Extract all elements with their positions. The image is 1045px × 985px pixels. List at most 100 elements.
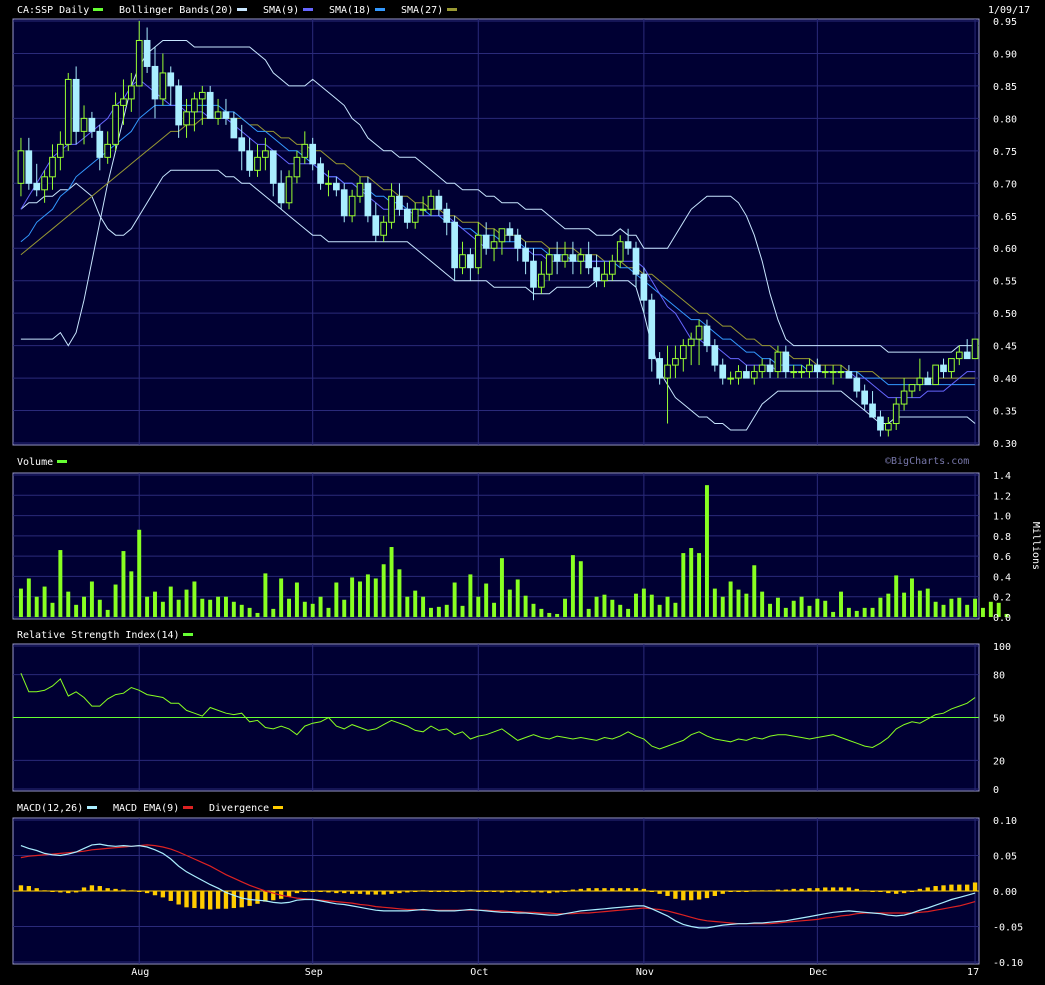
divergence-bar [625, 888, 631, 891]
divergence-bar [73, 891, 79, 893]
candle-body [711, 345, 719, 366]
volume-bar [752, 565, 757, 617]
candle-body [222, 111, 230, 119]
divergence-bar [783, 889, 788, 891]
volume-bar [594, 596, 599, 617]
divergence-bar [318, 891, 323, 892]
candle-body [758, 364, 766, 373]
volume-bar [831, 611, 836, 617]
volume-bar [342, 599, 347, 617]
divergence-bar [554, 891, 560, 893]
volume-bar [263, 573, 268, 617]
volume-bar [649, 594, 654, 617]
candle-body [356, 182, 364, 197]
candle-body [88, 117, 96, 132]
volume-bar [902, 592, 907, 617]
volume-bar [515, 579, 520, 617]
panel-price [12, 18, 980, 446]
volume-bar [66, 591, 71, 617]
volume-bar [247, 607, 252, 617]
volume-bar [539, 608, 544, 617]
xtick-label: 17 [967, 967, 979, 978]
volume-bar [389, 547, 394, 617]
volume-bar [854, 610, 859, 617]
divergence-bar [562, 891, 568, 892]
volume-bar [279, 578, 284, 617]
candle-body [396, 195, 403, 210]
candle-body [932, 364, 939, 386]
volume-bar [334, 582, 339, 617]
divergence-bar [381, 891, 386, 895]
divergence-bar [357, 891, 363, 894]
xtick-label: Sep [305, 967, 323, 978]
divergence-bar [965, 884, 970, 891]
ytick-label-volume: 0.4 [993, 572, 1011, 583]
candle-body [498, 228, 506, 243]
volume-bar [957, 597, 962, 617]
divergence-bar [704, 891, 710, 899]
ytick-label-price: 0.75 [993, 147, 1017, 158]
divergence-bar [767, 890, 773, 892]
divergence-bar [231, 891, 237, 909]
legend-swatch-macd [183, 806, 193, 809]
volume-bar [807, 605, 812, 617]
divergence-bar [744, 891, 749, 892]
volume-bar [50, 602, 55, 617]
volume-bar [365, 574, 370, 617]
candle-body [648, 299, 656, 360]
candle-body [214, 111, 222, 119]
divergence-bar [665, 891, 670, 896]
ytick-label-price: 0.70 [993, 179, 1017, 190]
volume-bar [720, 596, 725, 617]
volume-bar [925, 588, 930, 617]
candle-body [656, 358, 663, 379]
volume-bar [452, 582, 457, 617]
divergence-bar [586, 888, 591, 891]
ytick-label-macd: -0.05 [993, 923, 1023, 934]
divergence-bar [807, 888, 812, 891]
candle-body [17, 150, 25, 184]
ytick-label-price: 0.95 [993, 17, 1017, 28]
legend-swatch-volume [57, 460, 67, 463]
volume-bar [775, 597, 780, 617]
volume-bar [618, 604, 623, 617]
ytick-label-volume: 1.4 [993, 471, 1011, 482]
candle-body [309, 143, 317, 165]
ytick-label-volume: 1.2 [993, 491, 1011, 502]
volume-bar [436, 606, 441, 617]
candle-body [829, 371, 837, 374]
divergence-bar [239, 891, 244, 908]
divergence-bar [326, 891, 331, 893]
volume-bar [397, 569, 402, 617]
divergence-bar [365, 891, 371, 895]
volume-bar [657, 604, 662, 617]
candle-body [64, 78, 72, 145]
divergence-bar [641, 888, 647, 891]
divergence-bar [26, 886, 31, 891]
legend-swatch-macd [87, 806, 97, 809]
divergence-bar [152, 891, 158, 896]
candle-body [522, 247, 529, 262]
divergence-bar [728, 891, 733, 892]
divergence-bar [476, 891, 481, 892]
volume-bar [26, 578, 31, 617]
candle-body [782, 351, 790, 373]
volume-bar [704, 485, 709, 617]
candle-body [632, 247, 640, 275]
divergence-bar [460, 891, 465, 892]
volume-bar [476, 596, 481, 617]
divergence-bar [972, 882, 978, 891]
volume-bar [302, 601, 307, 617]
volume-bar [499, 558, 504, 617]
candle-body [766, 364, 774, 373]
divergence-bar [89, 885, 95, 891]
candle-body [435, 195, 443, 210]
ytick-label-price: 0.35 [993, 407, 1017, 418]
candle-body [143, 39, 151, 67]
volume-bar [318, 596, 323, 617]
volume-bar [239, 604, 244, 617]
candle-body [861, 390, 869, 405]
candle-body [340, 189, 348, 217]
divergence-bar [901, 891, 907, 894]
